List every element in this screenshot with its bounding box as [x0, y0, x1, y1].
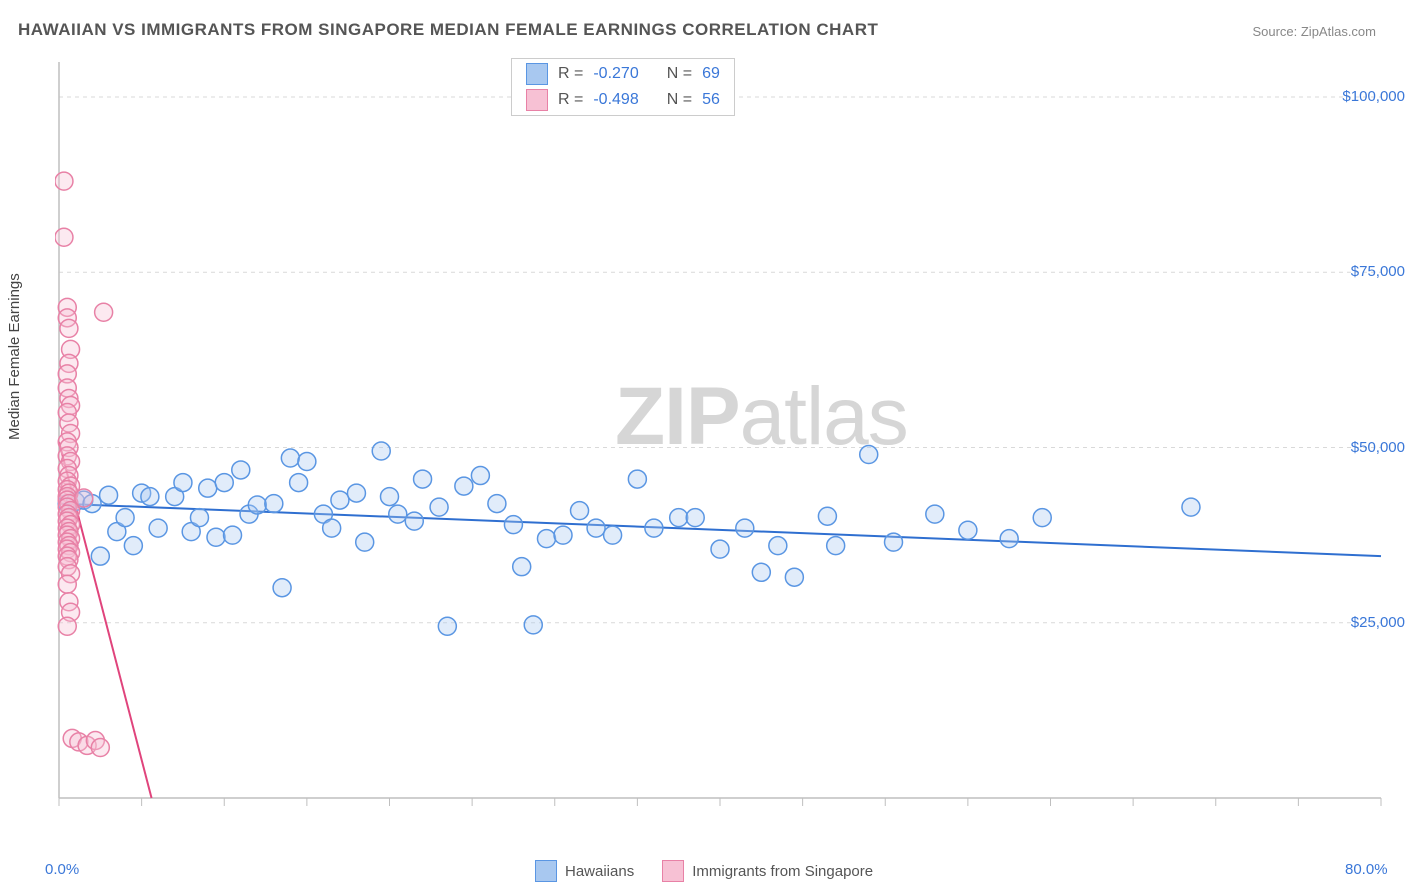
y-tick-2: $75,000	[1325, 263, 1405, 280]
legend-swatch-1	[526, 89, 548, 111]
legend-n-label-0: N =	[667, 65, 692, 83]
y-tick-1: $50,000	[1325, 439, 1405, 456]
legend-r-label-0: R =	[558, 65, 583, 83]
legend-row-1: R = -0.498 N = 56	[512, 87, 734, 113]
legend-bottom: Hawaiians Immigrants from Singapore	[535, 860, 873, 882]
chart-title: HAWAIIAN VS IMMIGRANTS FROM SINGAPORE ME…	[18, 20, 878, 40]
y-tick-0: $25,000	[1325, 614, 1405, 631]
legend-bottom-item-1: Immigrants from Singapore	[662, 860, 873, 882]
legend-bottom-label-1: Immigrants from Singapore	[692, 863, 873, 880]
legend-r-value-1: -0.498	[593, 91, 638, 109]
source-label: Source: ZipAtlas.com	[1252, 24, 1376, 39]
legend-bottom-swatch-0	[535, 860, 557, 882]
legend-row-0: R = -0.270 N = 69	[512, 61, 734, 87]
plot-area: R = -0.270 N = 69 R = -0.498 N = 56 Hawa…	[55, 58, 1385, 828]
legend-bottom-swatch-1	[662, 860, 684, 882]
y-axis-label: Median Female Earnings	[6, 273, 23, 440]
y-tick-3: $100,000	[1325, 88, 1405, 105]
legend-top: R = -0.270 N = 69 R = -0.498 N = 56	[511, 58, 735, 116]
legend-n-value-1: 56	[702, 91, 720, 109]
x-tick-1: 80.0%	[1345, 861, 1388, 878]
x-tick-0: 0.0%	[45, 861, 79, 878]
legend-r-label-1: R =	[558, 91, 583, 109]
legend-bottom-label-0: Hawaiians	[565, 863, 634, 880]
legend-swatch-0	[526, 63, 548, 85]
legend-r-value-0: -0.270	[593, 65, 638, 83]
source-value: ZipAtlas.com	[1301, 24, 1376, 39]
legend-n-value-0: 69	[702, 65, 720, 83]
source-prefix: Source:	[1252, 24, 1300, 39]
legend-n-label-1: N =	[667, 91, 692, 109]
chart-svg	[55, 58, 1385, 828]
legend-bottom-item-0: Hawaiians	[535, 860, 634, 882]
